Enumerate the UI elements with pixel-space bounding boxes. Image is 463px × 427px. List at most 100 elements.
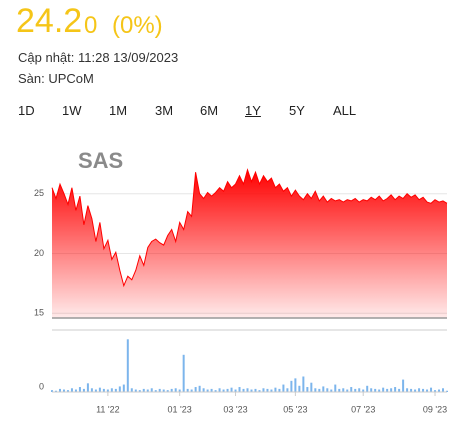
volume-bar	[338, 388, 341, 392]
volume-bar	[206, 389, 209, 392]
y-tick-label: 25	[34, 188, 44, 198]
volume-bar	[354, 388, 357, 392]
volume-bar	[110, 388, 113, 392]
volume-bar	[330, 389, 333, 392]
volume-bar	[406, 388, 409, 392]
volume-bar	[346, 389, 349, 392]
volume-bar	[282, 384, 285, 392]
x-tick-label: 09 '23	[423, 404, 447, 414]
volume-bar	[306, 387, 309, 392]
volume-bar	[202, 388, 205, 392]
volume-bar	[118, 386, 121, 392]
range-button[interactable]: 1Y	[245, 103, 261, 118]
change-pct: (0%)	[112, 12, 163, 39]
volume-bar	[58, 388, 61, 392]
volume-bar	[294, 378, 297, 392]
chart-title: SAS	[78, 148, 123, 173]
volume-bar	[274, 387, 277, 392]
volume-bar	[438, 389, 441, 392]
volume-bar	[102, 388, 105, 392]
volume-bar	[162, 389, 165, 392]
change: 0	[84, 12, 98, 39]
volume-bar	[234, 389, 237, 392]
volume-bar	[230, 387, 233, 392]
volume-bar	[70, 388, 73, 392]
volume-bar	[130, 388, 133, 392]
x-tick-label: 01 '23	[168, 404, 192, 414]
volume-bar	[54, 390, 57, 392]
volume-bar	[74, 389, 77, 392]
volume-bar	[78, 387, 81, 392]
volume-bar	[166, 390, 169, 392]
volume-bar	[170, 388, 173, 392]
updated: Cập nhật: 11:28 13/09/2023	[18, 50, 179, 65]
volume-bar	[418, 388, 421, 392]
volume-bar	[290, 380, 293, 392]
range-button[interactable]: 1W	[62, 103, 82, 118]
volume-bar	[366, 385, 369, 392]
y-tick-label: 15	[34, 308, 44, 318]
volume-bar	[278, 388, 281, 392]
range-button[interactable]: 1M	[109, 103, 128, 118]
range-button[interactable]: 3M	[155, 103, 174, 118]
volume-bar	[298, 385, 301, 392]
volume-bar	[114, 388, 117, 392]
volume-bar	[226, 388, 229, 392]
volume-bar	[342, 388, 345, 392]
volume-bar	[82, 388, 85, 392]
volume-bar	[98, 387, 101, 392]
volume-bar	[326, 388, 329, 392]
volume-bar	[51, 390, 53, 392]
x-tick-label: 11 '22	[96, 404, 120, 414]
x-tick-label: 07 '23	[351, 404, 375, 414]
x-tick-label: 03 '23	[223, 404, 247, 414]
price-line	[51, 168, 448, 288]
volume-bar	[62, 389, 65, 392]
range-button[interactable]: 6M	[200, 103, 219, 118]
volume-bar	[106, 389, 109, 392]
y-tick-label: 0	[39, 381, 44, 391]
volume-bar	[310, 382, 313, 392]
volume-bar	[386, 388, 389, 392]
volume-bar	[270, 389, 273, 392]
volume-bar	[178, 389, 181, 392]
volume-bar	[182, 354, 185, 392]
volume-bar	[254, 388, 257, 392]
volume-bar	[286, 388, 289, 392]
range-button[interactable]: 1D	[18, 103, 35, 118]
volume-bar	[302, 376, 305, 392]
volume-bar	[414, 389, 417, 392]
volume-bar	[214, 390, 217, 392]
volume-bar	[150, 388, 153, 392]
volume-bar	[362, 389, 365, 392]
range-button[interactable]: ALL	[333, 103, 357, 118]
volume-bar	[238, 387, 241, 392]
volume-bar	[198, 385, 201, 392]
volume-bar	[410, 388, 413, 392]
volume-bar	[398, 388, 401, 392]
volume-bar	[218, 388, 221, 392]
volume-bar	[142, 388, 145, 392]
volume-bar	[370, 388, 373, 392]
volume-bar	[442, 388, 445, 392]
volume-bar	[122, 384, 125, 392]
volume-bar	[210, 388, 213, 392]
volume-bar	[402, 379, 405, 392]
volume-bar	[126, 339, 129, 392]
volume-bar	[430, 387, 433, 392]
volume-bar	[314, 388, 317, 392]
volume-bar	[146, 389, 149, 392]
range-button[interactable]: 5Y	[289, 103, 305, 118]
volume-bar	[194, 387, 197, 392]
volume-bar	[382, 387, 385, 392]
volume-bar	[158, 388, 161, 392]
volume-bar	[134, 389, 137, 392]
volume-bar	[394, 387, 397, 392]
volume-bar	[378, 389, 381, 392]
volume-bar	[422, 388, 425, 392]
volume-bar	[446, 390, 448, 392]
volume-bar	[174, 388, 177, 392]
y-tick-label: 20	[34, 248, 44, 258]
